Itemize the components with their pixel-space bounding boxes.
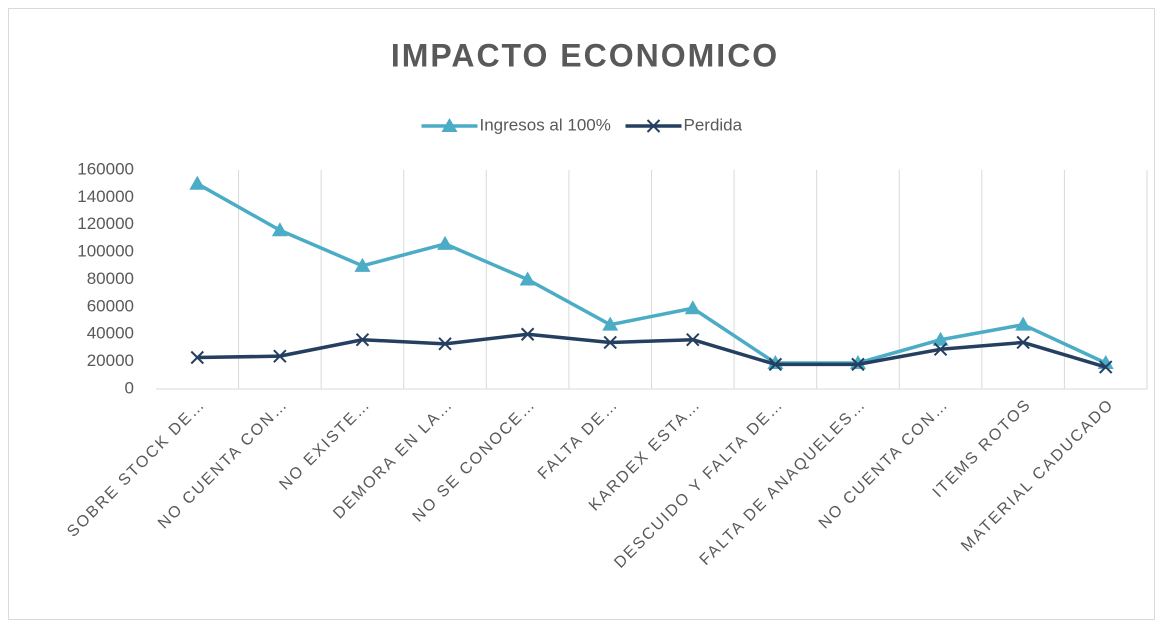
y-tick-label: 0 [125,378,134,397]
line-marker [189,175,206,190]
line-marker [520,327,535,341]
line-marker [933,342,948,357]
y-tick-label: 20000 [87,351,134,370]
y-tick-label: 140000 [77,187,134,206]
chart-title: IMPACTO ECONOMICO [391,37,779,73]
series-line [196,182,1107,365]
line-marker [603,335,617,350]
chart-frame [8,8,1155,620]
legend-label: Ingresos al 100% [480,115,611,134]
line-marker [190,350,204,365]
line-marker [1099,360,1113,374]
y-tick-label: 60000 [87,296,134,315]
line-marker [684,300,701,315]
line-marker [932,331,949,346]
line-marker [437,235,454,250]
legend-label: Perdida [684,115,743,134]
line-marker [271,222,288,237]
series-line [197,332,1107,369]
y-tick-label: 160000 [77,159,134,178]
line-marker [686,333,700,347]
line-marker [273,349,287,363]
line-marker [768,357,783,372]
line-marker [519,271,536,286]
y-tick-label: 40000 [87,324,134,343]
line-marker [851,357,865,372]
y-tick-label: 100000 [77,242,134,261]
y-tick-label: 120000 [77,214,134,233]
y-tick-label: 80000 [87,269,134,288]
legend-marker [441,118,458,132]
line-marker [355,333,370,347]
legend-marker [646,119,661,133]
line-marker [602,316,619,331]
line-marker [438,337,452,351]
line-marker [1015,316,1032,331]
line-marker [354,257,371,272]
line-marker [1016,335,1030,350]
